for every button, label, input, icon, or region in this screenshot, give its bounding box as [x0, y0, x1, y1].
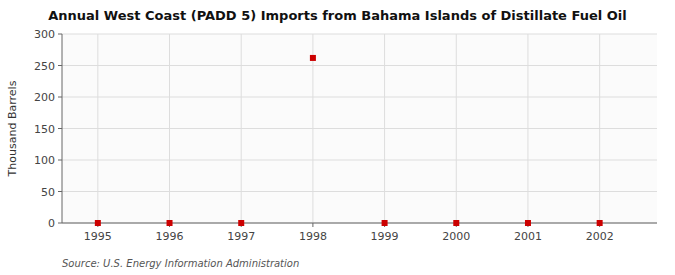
grid-line-y	[62, 191, 657, 192]
x-tick-label: 2001	[514, 230, 542, 243]
y-tick	[58, 97, 62, 98]
y-tick-label: 50	[41, 186, 55, 199]
y-tick-label: 300	[34, 28, 55, 41]
grid-line-y	[62, 65, 657, 66]
x-tick-label: 1997	[227, 230, 255, 243]
chart: 0 50 100 150 200 250 300 1995 1996 1997 1998 1999 20…	[0, 0, 675, 275]
point	[597, 220, 603, 226]
grid-line-y	[62, 34, 657, 35]
y-tick	[58, 128, 62, 129]
grid-line-x	[456, 34, 457, 223]
x-tick-label: 1998	[299, 230, 327, 243]
point	[238, 220, 244, 226]
point	[525, 220, 531, 226]
x-tick	[312, 223, 313, 227]
y-axis-label: Thousand Barrels	[6, 80, 19, 177]
grid-line-x	[241, 34, 242, 223]
grid-line-y	[62, 223, 657, 224]
grid-line-x	[599, 34, 600, 223]
x-tick-label: 1995	[84, 230, 112, 243]
point	[453, 220, 459, 226]
y-tick-label: 200	[34, 91, 55, 104]
x-tick-label: 1999	[371, 230, 399, 243]
y-tick-label: 250	[34, 60, 55, 73]
point	[167, 220, 173, 226]
y-tick	[58, 65, 62, 66]
point	[382, 220, 388, 226]
source-note: Source: U.S. Energy Information Administ…	[62, 258, 299, 269]
x-tick-label: 1996	[156, 230, 184, 243]
y-tick-label: 150	[34, 123, 55, 136]
y-tick	[58, 223, 62, 224]
grid-line-x	[527, 34, 528, 223]
x-tick-label: 2000	[442, 230, 470, 243]
grid-line-y	[62, 97, 657, 98]
y-tick	[58, 191, 62, 192]
y-tick	[58, 34, 62, 35]
x-tick-label: 2002	[586, 230, 614, 243]
y-tick	[58, 160, 62, 161]
grid-line-y	[62, 128, 657, 129]
point	[310, 55, 316, 61]
grid-line-x	[312, 34, 313, 223]
plot-area	[62, 34, 657, 223]
y-tick-label: 100	[34, 154, 55, 167]
point	[95, 220, 101, 226]
grid-line-x	[384, 34, 385, 223]
grid-line-x	[169, 34, 170, 223]
y-tick-label: 0	[48, 217, 55, 230]
points	[95, 55, 603, 226]
grid-line-y	[62, 160, 657, 161]
title: Annual West Coast (PADD 5) Imports from …	[48, 8, 626, 23]
grid-line-x	[97, 34, 98, 223]
x-axis-line	[62, 223, 657, 224]
grid	[62, 34, 657, 223]
